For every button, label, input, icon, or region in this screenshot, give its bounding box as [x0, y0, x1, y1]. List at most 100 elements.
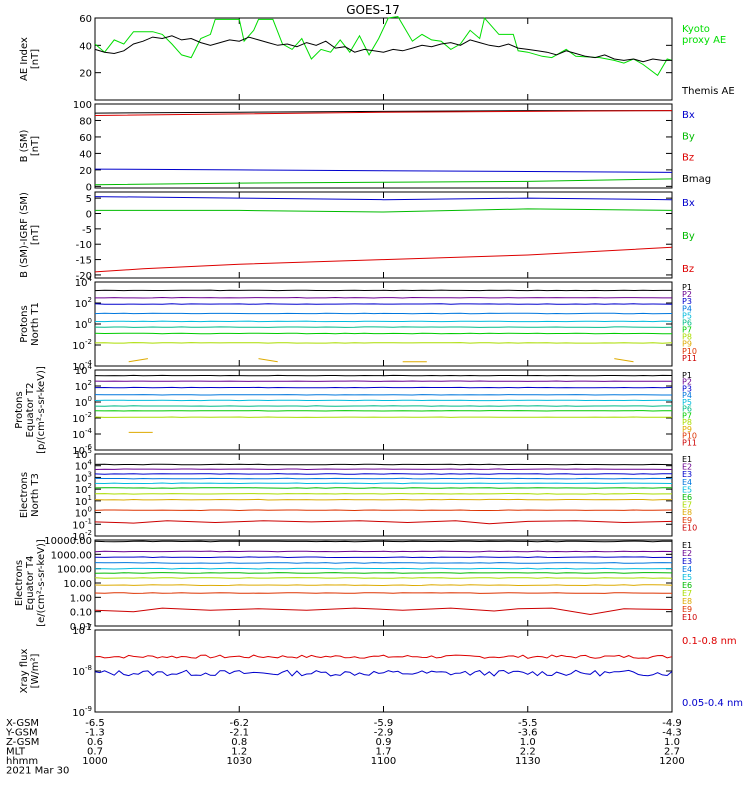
- series-line: [94, 669, 673, 677]
- x-row-value: 1.2: [231, 747, 247, 758]
- legend-entry: 0.05-0.4 nm: [682, 698, 743, 709]
- legend-entry: P1: [682, 283, 692, 292]
- legend-entry: E8: [682, 508, 692, 517]
- x-row-value: 0.8: [231, 737, 247, 748]
- x-row-value: 2.7: [664, 747, 680, 758]
- legend-entry: proxy AE: [682, 35, 726, 46]
- series-segment: [258, 358, 278, 363]
- series-bz: [94, 246, 673, 273]
- y-axis-label: Electrons: [14, 560, 25, 606]
- series-line: [94, 16, 673, 77]
- series-p7: [94, 332, 672, 335]
- series-line: [94, 498, 672, 501]
- legend-entry: P10: [682, 432, 697, 441]
- panel-bsm: 0 20 40 60 80 100 B (SM) [nT] Bx By Bz Bmag: [19, 100, 711, 193]
- series-line: [94, 110, 673, 116]
- legend-entry: By: [682, 231, 695, 242]
- legend-entry: E1: [682, 455, 692, 464]
- series-line: [94, 577, 673, 579]
- y-tick-label: 104: [75, 275, 93, 289]
- x-row-label: X-GSM: [6, 718, 39, 729]
- legend-entry: E10: [682, 523, 697, 532]
- series-0-1-0-8-nm: [94, 654, 673, 659]
- y-tick-label: 10-8: [72, 664, 92, 678]
- series-e6: [94, 572, 673, 574]
- series-line: [94, 562, 673, 564]
- y-axis-label: [e/(cm²-s-sr-keV)]: [36, 539, 47, 627]
- legend-entry: P8: [682, 418, 692, 427]
- series-p5: [94, 320, 673, 323]
- legend-entry: P8: [682, 333, 692, 342]
- y-axis-label: Protons: [14, 391, 25, 428]
- legend-entry: E4: [682, 478, 692, 487]
- y-axis-label: B (SM)-IGRF (SM): [19, 192, 30, 278]
- y-tick-label: 40: [79, 149, 92, 160]
- y-tick-label: 10.00: [63, 579, 92, 590]
- legend-entry: 0.1-0.8 nm: [682, 636, 737, 647]
- legend-entry: E8: [682, 597, 692, 606]
- series-line: [94, 246, 673, 273]
- series-line: [94, 550, 673, 553]
- legend-entry: P2: [682, 378, 692, 387]
- legend-entry: P4: [682, 304, 692, 313]
- legend-entry: By: [682, 131, 695, 142]
- series-e9: [94, 592, 672, 594]
- legend-entry: P5: [682, 398, 692, 407]
- series-line: [95, 208, 673, 213]
- x-row-value: 1.7: [376, 747, 392, 758]
- x-row-value: -4.3: [662, 728, 682, 739]
- y-axis-label: [nT]: [30, 49, 41, 69]
- series-0-05-0-4-nm: [94, 669, 673, 677]
- y-axis-label: [nT]: [30, 136, 41, 156]
- y-axis-label: [nT]: [30, 225, 41, 245]
- y-tick-label: 102: [75, 296, 92, 310]
- legend-entry: P9: [682, 425, 692, 434]
- plot-frame: [94, 369, 673, 451]
- y-tick-label: 0: [86, 182, 92, 193]
- series-line: [94, 654, 673, 659]
- y-axis-label: [W/m²]: [30, 653, 41, 688]
- y-tick-label: 10-9: [72, 705, 92, 719]
- series-e8: [94, 498, 672, 501]
- series-p6: [94, 326, 673, 328]
- y-axis-label: Equator T2: [25, 383, 36, 438]
- series-line: [94, 556, 673, 559]
- legend-entry: Bz: [682, 153, 694, 164]
- series-line: [94, 178, 673, 186]
- legend-entry: P2: [682, 290, 692, 299]
- series-e3: [94, 473, 673, 475]
- y-axis-label: Protons: [19, 305, 30, 342]
- legend-entry: Bx: [682, 198, 695, 209]
- legend: Bx By Bz Bmag: [682, 110, 711, 185]
- legend-entry: P6: [682, 318, 692, 327]
- series-segment: [614, 358, 634, 363]
- chart-title: GOES-17: [346, 3, 400, 17]
- x-row-value: -1.3: [85, 728, 105, 739]
- y-tick-label: 20: [79, 166, 92, 177]
- series-line: [94, 196, 673, 201]
- series-line: [94, 482, 673, 485]
- series-bz: [94, 110, 673, 116]
- series-themis-ae: [94, 35, 672, 63]
- series-line: [94, 289, 672, 292]
- series-line: [94, 487, 672, 489]
- legend-entry: P11: [682, 438, 697, 447]
- panel-electrons-t4: 0.01 0.10 1.00 10.00 100.00 1000.00 10000.00 El…: [14, 536, 697, 633]
- series-bmag: [94, 110, 672, 114]
- y-tick-label: 10-2: [72, 411, 92, 425]
- legend-entry: P6: [682, 405, 692, 414]
- series-bx: [94, 196, 673, 201]
- series-e10: [94, 520, 673, 525]
- series-e7: [94, 577, 673, 579]
- series-p3: [94, 303, 673, 305]
- series-line: [94, 509, 673, 512]
- x-row-value: 1000: [82, 756, 107, 767]
- series-by: [95, 208, 673, 213]
- legend-entry: E4: [682, 565, 692, 574]
